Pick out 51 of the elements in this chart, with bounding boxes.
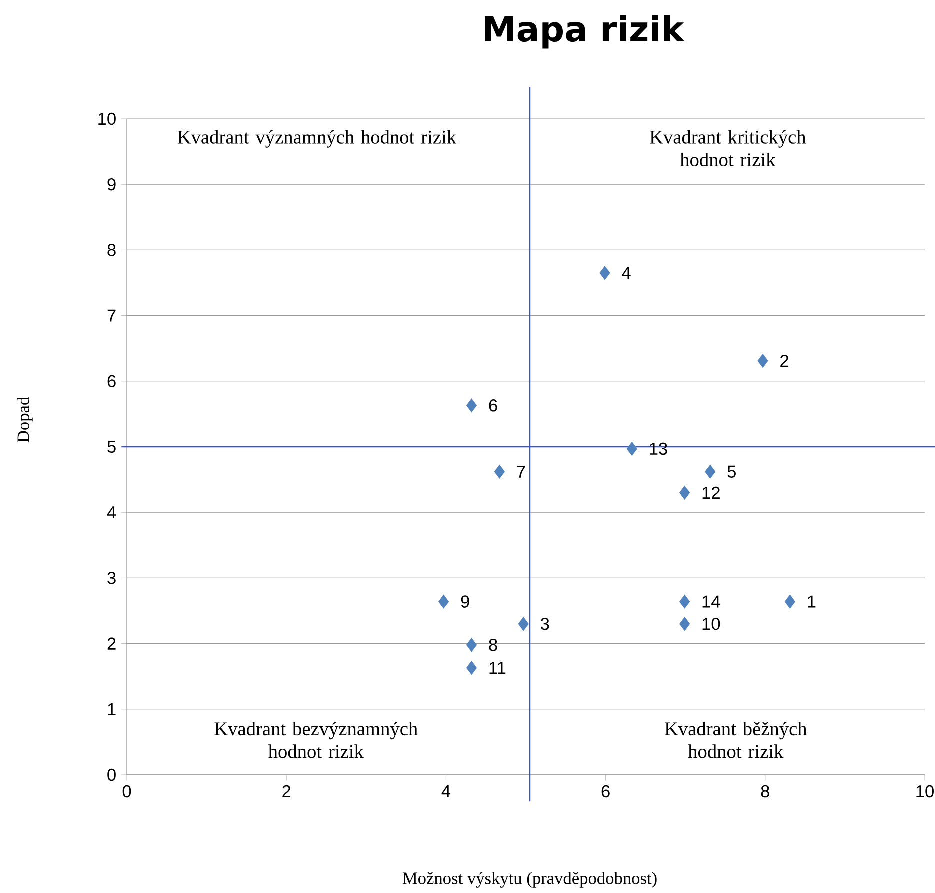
y-tick-label: 4 — [107, 506, 116, 519]
point — [626, 442, 638, 456]
point — [784, 594, 796, 609]
x-tick-label: 10 — [916, 785, 934, 798]
y-tick-label: 3 — [108, 572, 116, 584]
point — [494, 464, 505, 479]
annotation: 10 — [702, 618, 720, 630]
point — [466, 398, 478, 413]
x-tick-label: 4 — [442, 785, 451, 798]
y-tick-label: 0 — [108, 768, 116, 782]
annotation: 12 — [702, 486, 720, 499]
annotation: 7 — [517, 466, 526, 478]
annotation: Kvadrant běžných hodnot rizik — [665, 722, 808, 758]
point — [518, 617, 529, 632]
point — [438, 594, 450, 609]
x-tick-label: 8 — [761, 785, 770, 798]
x-tick-label: 2 — [282, 785, 291, 798]
annotation: 11 — [490, 662, 506, 674]
point — [758, 354, 768, 368]
y-tick-label: 7 — [108, 310, 116, 322]
annotation: 6 — [489, 400, 498, 412]
y-axis-title: Dopad — [17, 397, 33, 443]
annotation: Kvadrant bezvýznamných hodnot rizik — [214, 722, 418, 758]
point — [705, 464, 716, 479]
x-tick-label: 0 — [122, 785, 132, 798]
y-tick-label: 9 — [108, 178, 116, 191]
point — [680, 486, 690, 500]
y-tick-label: 1 — [108, 703, 116, 716]
annotation: 5 — [728, 466, 736, 478]
point — [680, 617, 690, 632]
annotation: 1 — [808, 596, 816, 608]
annotation: 3 — [540, 618, 550, 630]
y-tick-label: 8 — [108, 244, 116, 256]
point — [466, 661, 478, 676]
annotation: Kvadrant významných hodnot rizik — [178, 130, 457, 148]
y-tick-label: 2 — [108, 638, 116, 650]
annotation: 4 — [622, 267, 631, 280]
y-tick-label: 5 — [108, 440, 116, 454]
annotation: 14 — [702, 596, 720, 608]
x-axis-title: Možnost výskytu (pravděpodobnost) — [402, 872, 657, 888]
annotation: Kvadrant kritických hodnot rizik — [650, 130, 806, 167]
y-tick-label: 6 — [108, 375, 116, 388]
annotation: 2 — [780, 355, 788, 368]
x-tick-label: 6 — [602, 785, 610, 798]
annotation: 8 — [489, 638, 498, 652]
point — [680, 594, 690, 609]
point — [600, 266, 610, 280]
annotation: 9 — [461, 596, 470, 608]
point — [466, 638, 478, 652]
chart-title: Mapa rizik — [485, 15, 685, 49]
y-tick-label: 10 — [98, 112, 116, 126]
